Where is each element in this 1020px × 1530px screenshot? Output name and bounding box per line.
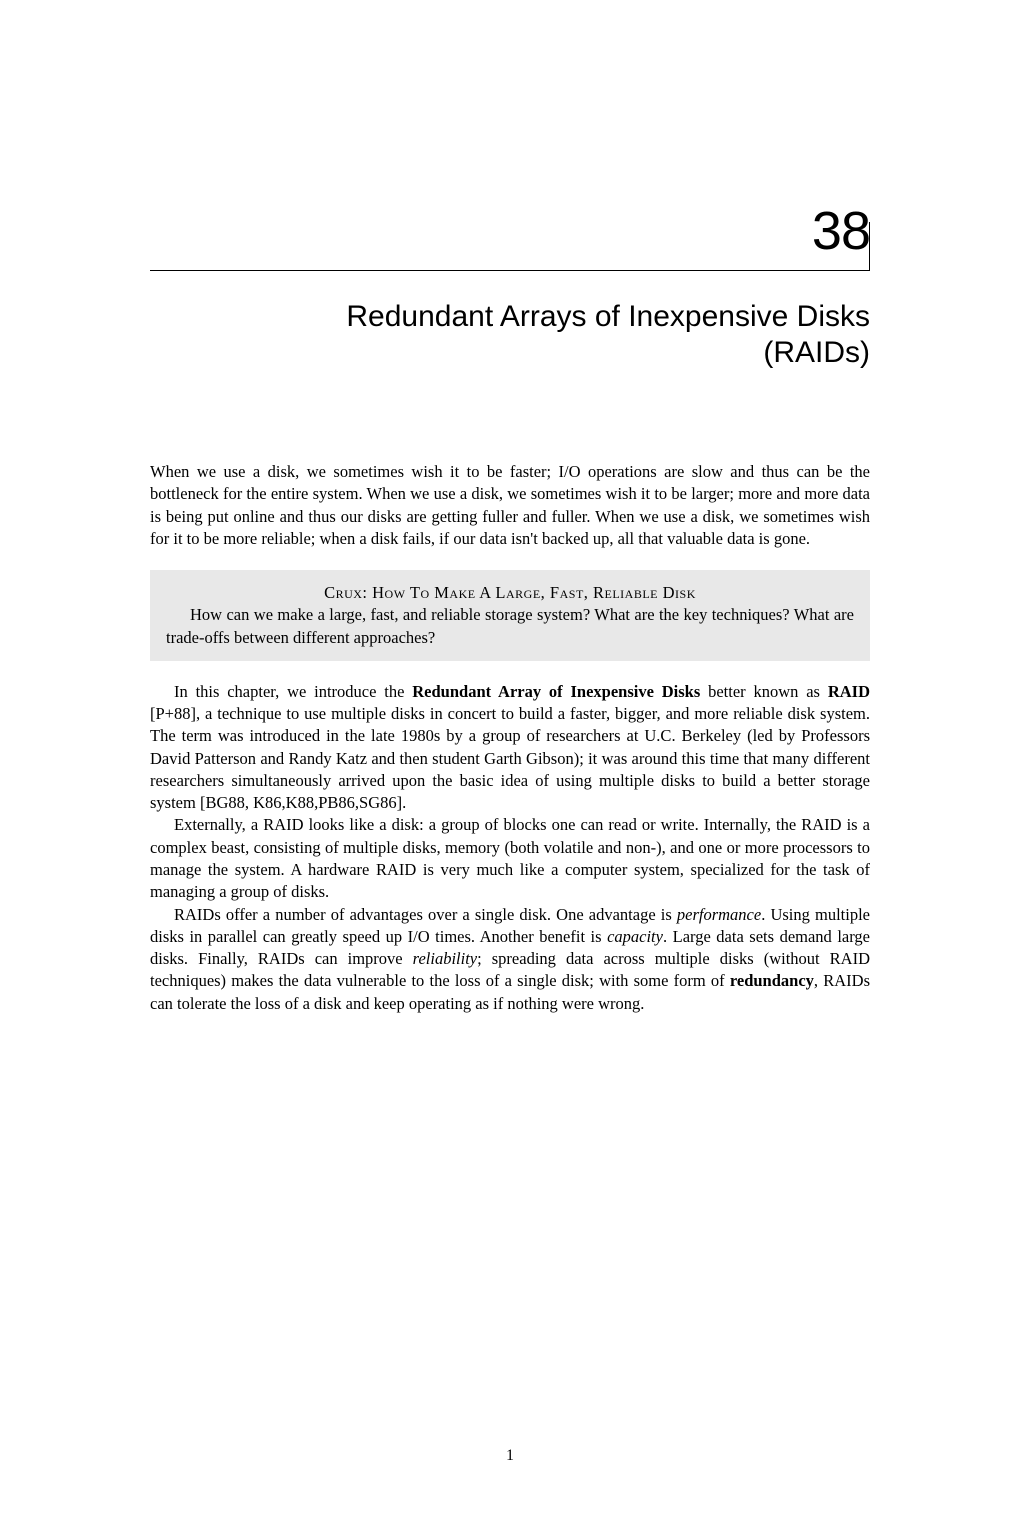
bold-term: redundancy [730, 971, 814, 990]
italic-term: capacity [607, 927, 663, 946]
crux-title: Crux: How To Make A Large, Fast, Reliabl… [166, 582, 854, 604]
crux-box: Crux: How To Make A Large, Fast, Reliabl… [150, 570, 870, 661]
chapter-number: 38 [150, 200, 870, 262]
italic-term: reliability [413, 949, 477, 968]
text-span: better known as [700, 682, 828, 701]
chapter-title: Redundant Arrays of Inexpensive Disks (R… [150, 299, 870, 371]
chapter-title-line2: (RAIDs) [763, 336, 870, 369]
intro-paragraph: When we use a disk, we sometimes wish it… [150, 461, 870, 550]
text-span: In this chapter, we introduce the [174, 682, 412, 701]
page-number: 1 [0, 1447, 1020, 1465]
chapter-divider [150, 270, 870, 271]
body-paragraph-2: Externally, a RAID looks like a disk: a … [150, 814, 870, 903]
crux-body: How can we make a large, fast, and relia… [166, 604, 854, 649]
body-paragraph-1: In this chapter, we introduce the Redund… [150, 681, 870, 815]
chapter-title-line1: Redundant Arrays of Inexpensive Disks [346, 300, 870, 333]
text-span: RAIDs offer a number of advantages over … [174, 905, 677, 924]
body-paragraph-3: RAIDs offer a number of advantages over … [150, 904, 870, 1015]
italic-term: performance [677, 905, 761, 924]
bold-term: Redundant Array of Inexpensive Disks [412, 682, 700, 701]
bold-term: RAID [828, 682, 870, 701]
text-span: [P+88], a technique to use multiple disk… [150, 704, 870, 812]
